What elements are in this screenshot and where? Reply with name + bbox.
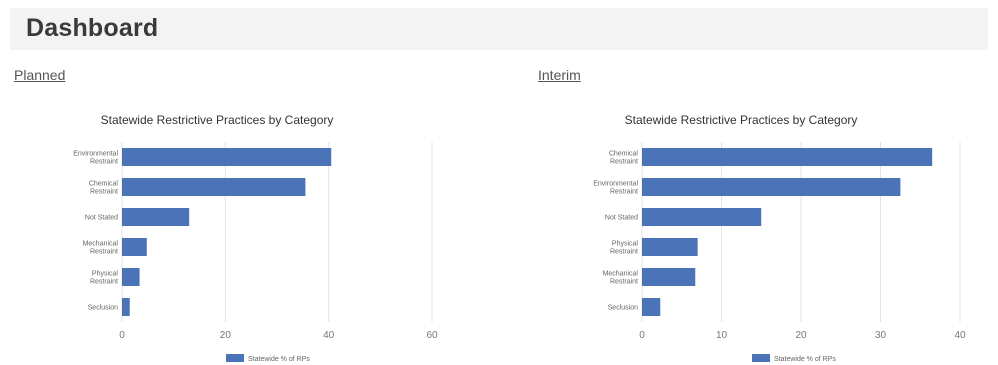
planned-category-label: Environmental Restraint: [73, 151, 118, 166]
interim-category-label: Environmental Restraint: [593, 181, 638, 196]
planned-bar-environmental-restraint: [122, 148, 331, 166]
planned-category-label: Chemical Restraint: [89, 181, 119, 196]
interim-chart-title: Statewide Restrictive Practices by Categ…: [625, 113, 858, 127]
interim-x-tick-label: 0: [639, 330, 645, 341]
interim-link[interactable]: Interim: [538, 67, 581, 83]
planned-bar-chemical-restraint: [122, 178, 305, 196]
interim-bar-environmental-restraint: [642, 178, 900, 196]
planned-legend-label: Statewide % of RPs: [248, 356, 310, 363]
planned-category-label: Mechanical Restraint: [83, 241, 119, 256]
interim-bar-not-stated: [642, 208, 761, 226]
header-bar: Dashboard: [10, 8, 988, 50]
planned-x-tick-label: 60: [426, 330, 438, 341]
planned-x-tick-label: 0: [119, 330, 125, 341]
planned-link[interactable]: Planned: [14, 67, 65, 83]
interim-x-tick-label: 20: [795, 330, 807, 341]
planned-bar-mechanical-restraint: [122, 238, 147, 256]
interim-bar-physical-restraint: [642, 238, 698, 256]
interim-category-label: Chemical Restraint: [609, 151, 639, 166]
interim-legend-label: Statewide % of RPs: [774, 356, 836, 363]
planned-bar-seclusion: [122, 298, 130, 316]
interim-bar-chemical-restraint: [642, 148, 932, 166]
planned-legend-swatch: [226, 354, 244, 362]
page-title: Dashboard: [26, 14, 158, 43]
interim-category-label: Seclusion: [608, 305, 638, 312]
planned-bar-chart: Statewide Restrictive Practices by Categ…: [0, 100, 470, 365]
planned-chart-panel: Statewide Restrictive Practices by Categ…: [0, 100, 470, 365]
interim-category-label: Physical Restraint: [610, 241, 638, 256]
interim-category-label: Not Stated: [605, 215, 638, 222]
planned-x-tick-label: 20: [220, 330, 232, 341]
planned-category-label: Seclusion: [88, 305, 118, 312]
interim-chart-panel: Statewide Restrictive Practices by Categ…: [520, 100, 990, 365]
planned-x-tick-label: 40: [323, 330, 335, 341]
interim-category-label: Mechanical Restraint: [603, 271, 639, 286]
interim-bar-seclusion: [642, 298, 660, 316]
planned-category-label: Physical Restraint: [90, 271, 118, 286]
interim-x-tick-label: 40: [954, 330, 966, 341]
interim-bar-chart: Statewide Restrictive Practices by Categ…: [520, 100, 990, 365]
planned-chart-title: Statewide Restrictive Practices by Categ…: [101, 113, 334, 127]
planned-bar-not-stated: [122, 208, 189, 226]
interim-x-tick-label: 30: [875, 330, 887, 341]
interim-legend-swatch: [752, 354, 770, 362]
interim-bar-mechanical-restraint: [642, 268, 695, 286]
planned-category-label: Not Stated: [85, 215, 118, 222]
planned-bar-physical-restraint: [122, 268, 140, 286]
interim-x-tick-label: 10: [716, 330, 728, 341]
